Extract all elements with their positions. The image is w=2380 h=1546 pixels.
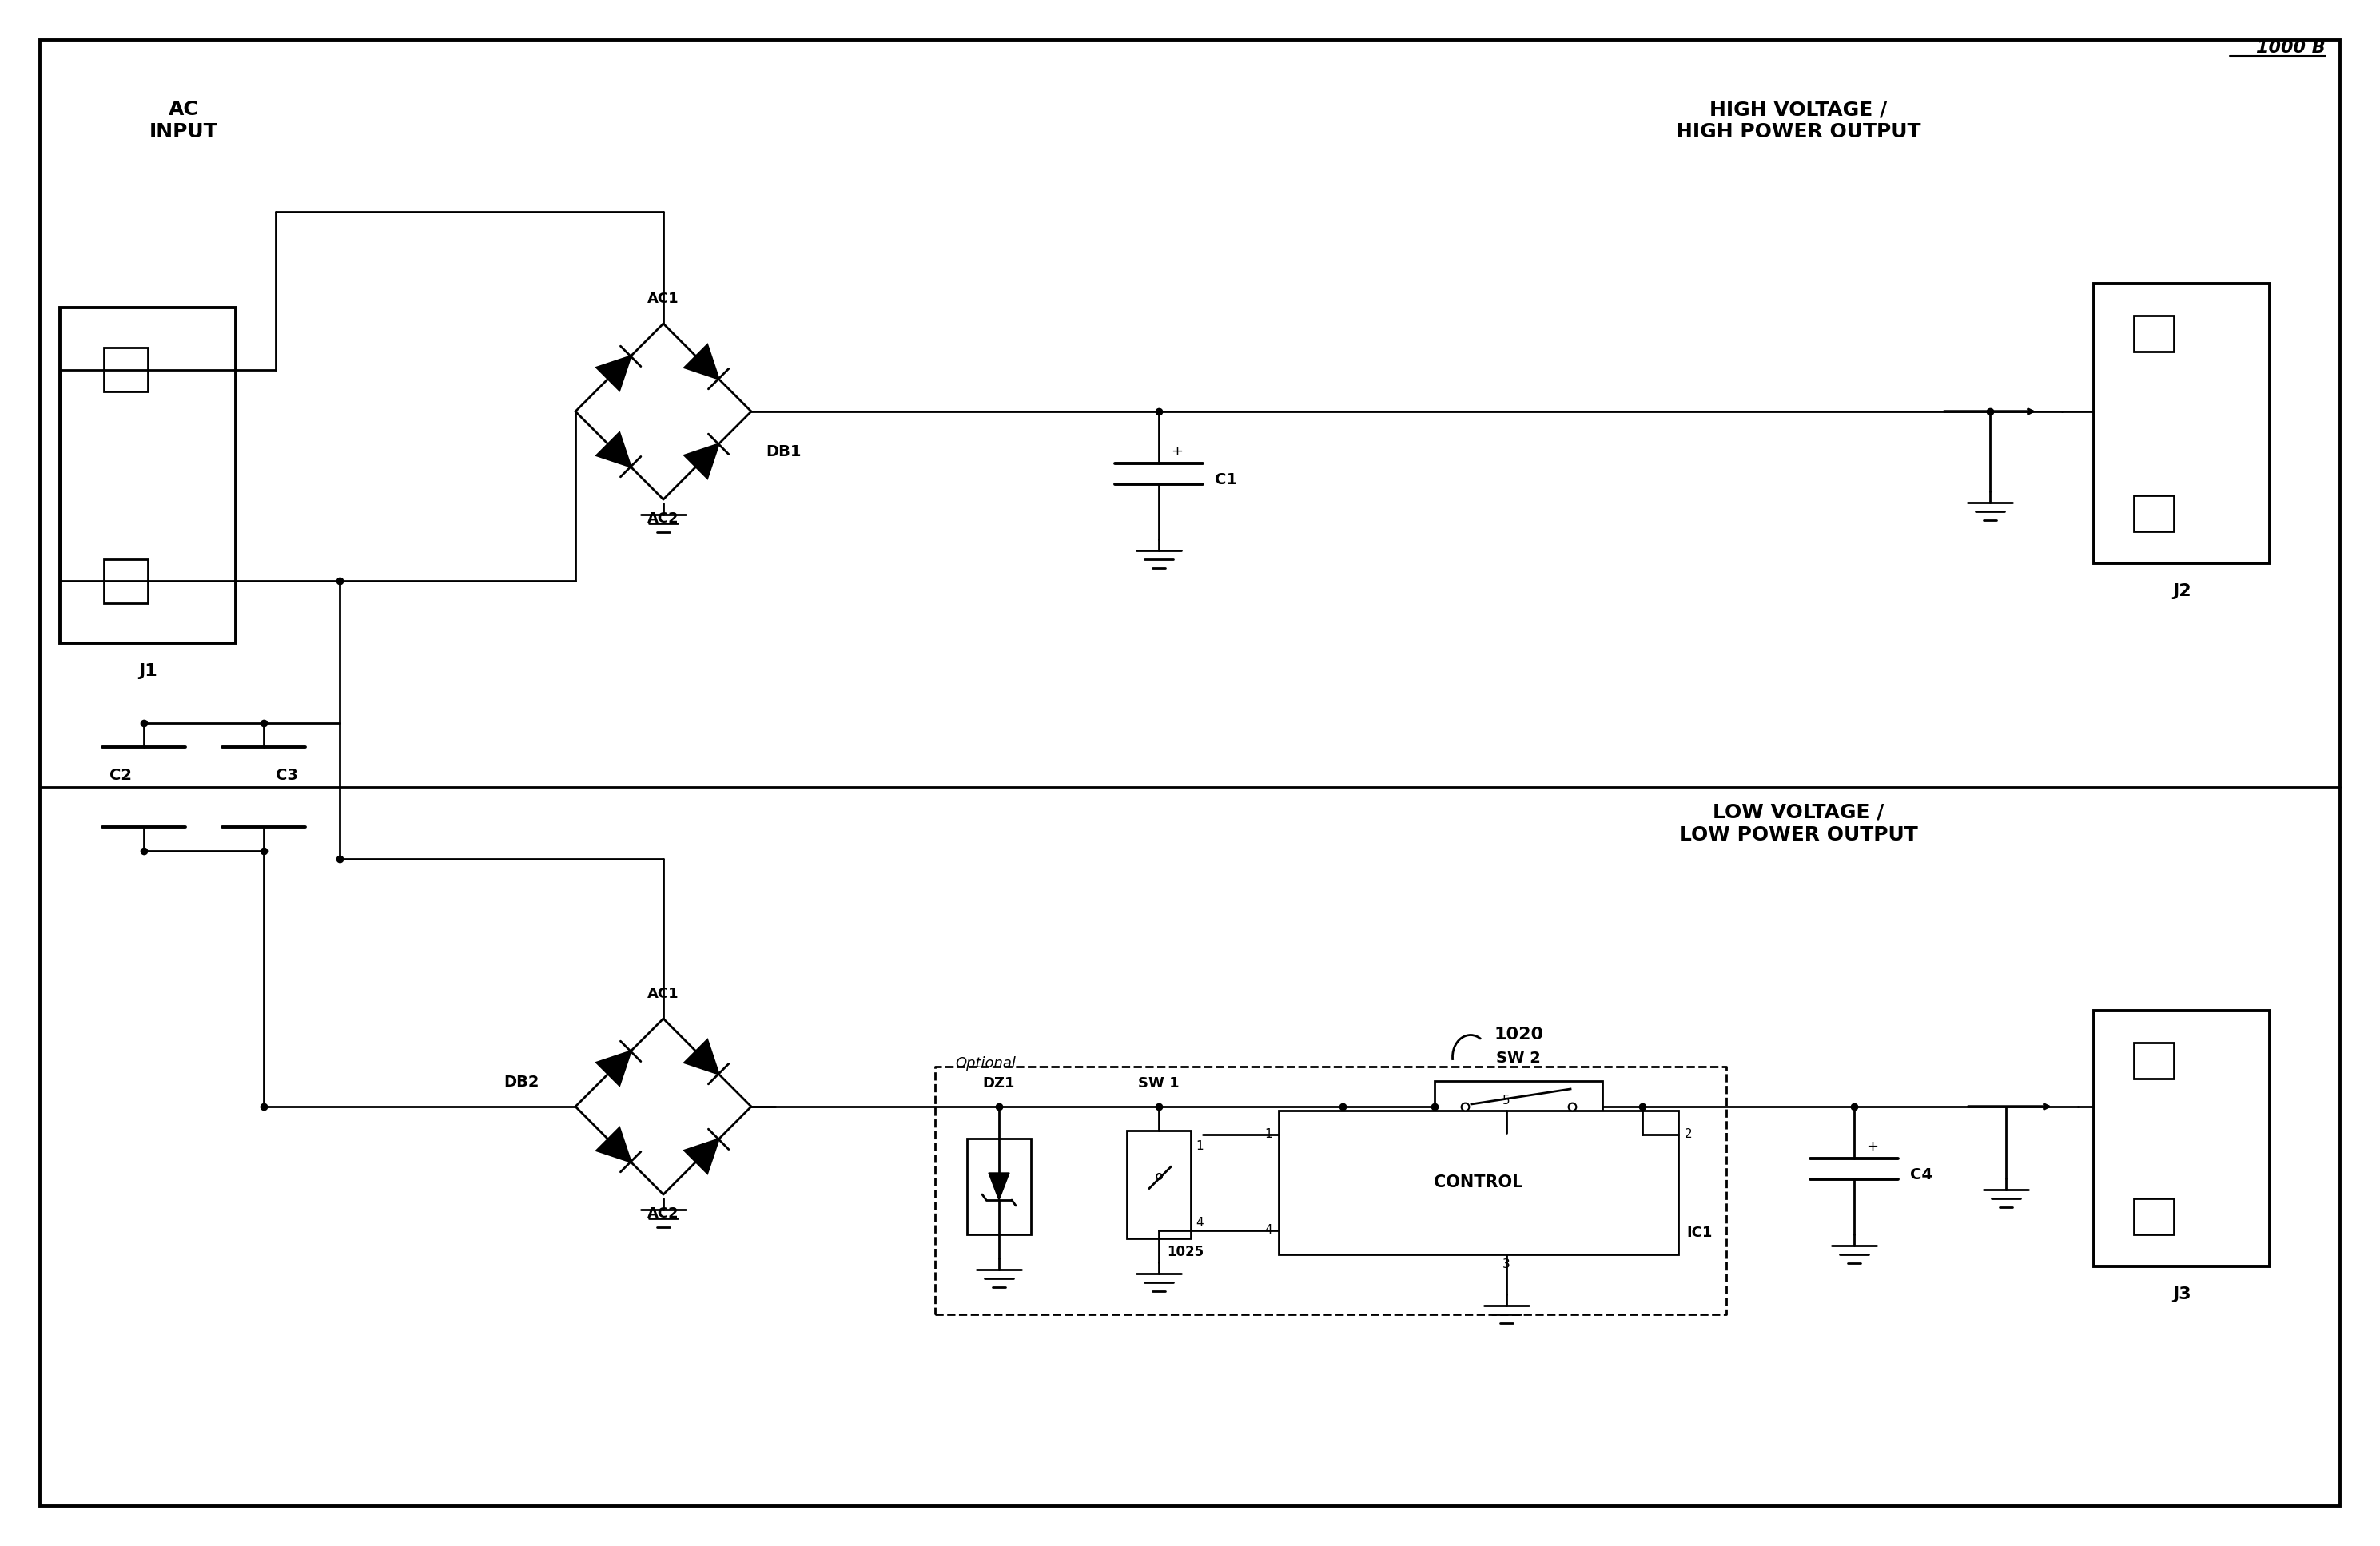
Text: LOW VOLTAGE /
LOW POWER OUTPUT: LOW VOLTAGE / LOW POWER OUTPUT <box>1678 802 1918 844</box>
Polygon shape <box>685 1040 719 1074</box>
Text: 3: 3 <box>1502 1258 1511 1271</box>
Text: 4: 4 <box>1195 1217 1204 1229</box>
Text: +: + <box>1866 1139 1878 1153</box>
Text: SW 1: SW 1 <box>1138 1076 1180 1090</box>
Bar <box>2135 315 2173 351</box>
Text: SW 2: SW 2 <box>1497 1051 1540 1067</box>
Bar <box>1435 1081 1602 1133</box>
Bar <box>966 1138 1031 1234</box>
Bar <box>2135 495 2173 532</box>
Bar <box>2094 1011 2271 1266</box>
Text: DB1: DB1 <box>766 444 802 459</box>
Polygon shape <box>597 356 631 390</box>
Bar <box>105 348 148 391</box>
Text: J1: J1 <box>138 663 157 679</box>
Text: 5: 5 <box>1502 1095 1511 1107</box>
Polygon shape <box>988 1173 1009 1200</box>
Text: C4: C4 <box>1911 1167 1933 1183</box>
Polygon shape <box>685 1139 719 1173</box>
Text: HIGH VOLTAGE /
HIGH POWER OUTPUT: HIGH VOLTAGE / HIGH POWER OUTPUT <box>1676 100 1921 141</box>
Text: AC1: AC1 <box>647 292 678 306</box>
Bar <box>1126 1130 1190 1238</box>
Bar <box>105 560 148 603</box>
Text: C3: C3 <box>276 767 298 782</box>
Text: 1: 1 <box>1195 1139 1204 1152</box>
Text: AC1: AC1 <box>647 986 678 1002</box>
Polygon shape <box>597 433 631 467</box>
Text: DB2: DB2 <box>505 1074 538 1090</box>
Text: 1025: 1025 <box>1166 1245 1204 1258</box>
Text: 1: 1 <box>1264 1129 1273 1141</box>
Text: Optional: Optional <box>954 1056 1016 1071</box>
Text: J3: J3 <box>2173 1286 2192 1302</box>
Text: +: + <box>1171 444 1183 459</box>
Bar <box>2135 1042 2173 1079</box>
Text: C2: C2 <box>109 767 131 782</box>
Bar <box>2094 283 2271 563</box>
Polygon shape <box>597 1129 631 1161</box>
Text: C1: C1 <box>1214 472 1238 487</box>
Bar <box>2135 1198 2173 1234</box>
Text: CONTROL: CONTROL <box>1435 1175 1523 1190</box>
Bar <box>1278 1110 1678 1254</box>
Text: J2: J2 <box>2173 583 2192 600</box>
Text: AC
INPUT: AC INPUT <box>150 100 219 141</box>
Text: 2: 2 <box>1685 1129 1692 1141</box>
Text: 4: 4 <box>1264 1224 1273 1237</box>
Text: AC2: AC2 <box>647 512 678 526</box>
Bar <box>60 308 236 643</box>
Text: 1000 B: 1000 B <box>2256 40 2325 56</box>
Polygon shape <box>597 1051 631 1085</box>
Polygon shape <box>685 444 719 478</box>
Text: IC1: IC1 <box>1687 1226 1711 1240</box>
Polygon shape <box>685 345 719 379</box>
Text: DZ1: DZ1 <box>983 1076 1016 1090</box>
Text: 1020: 1020 <box>1495 1027 1545 1042</box>
Text: AC2: AC2 <box>647 1206 678 1221</box>
